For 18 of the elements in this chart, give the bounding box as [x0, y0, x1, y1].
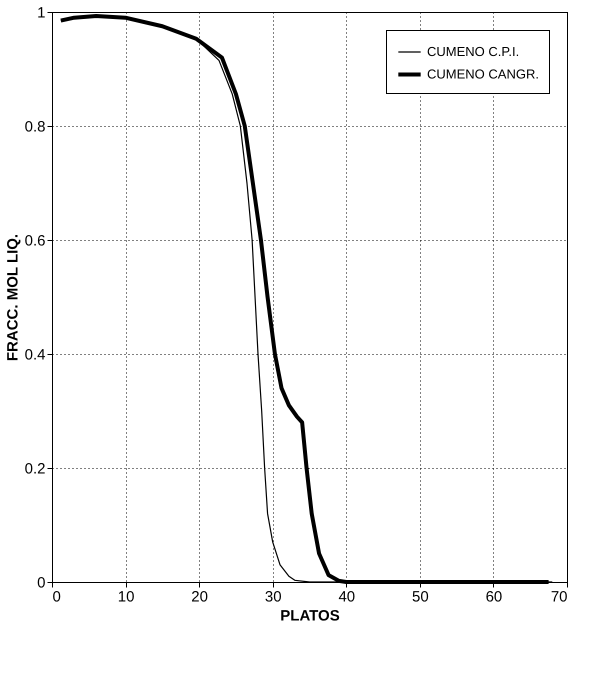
y-tick-label: 0: [37, 574, 46, 592]
x-tick-label: 20: [191, 588, 208, 606]
y-tick-label: 0.6: [24, 232, 46, 250]
x-tick-label: 40: [338, 588, 356, 606]
x-axis-title: PLATOS: [280, 608, 340, 624]
legend-label: CUMENO CANGR.: [427, 66, 539, 82]
x-tick-label: 10: [118, 588, 134, 606]
legend-label: CUMENO C.P.I.: [427, 44, 520, 59]
x-tick-label: 30: [264, 588, 282, 606]
y-tick-label: 1: [37, 4, 46, 22]
y-tick-label: 0.2: [24, 460, 46, 478]
x-tick-label: 70: [550, 588, 568, 606]
x-tick-label: 0: [52, 588, 61, 606]
y-tick-label: 0.8: [24, 118, 46, 136]
x-tick-label: 50: [412, 588, 429, 606]
y-axis-title: FRACC. MOL LIQ.: [4, 234, 22, 362]
y-tick-label: 0.4: [24, 346, 46, 364]
x-tick-label: 60: [486, 588, 502, 606]
